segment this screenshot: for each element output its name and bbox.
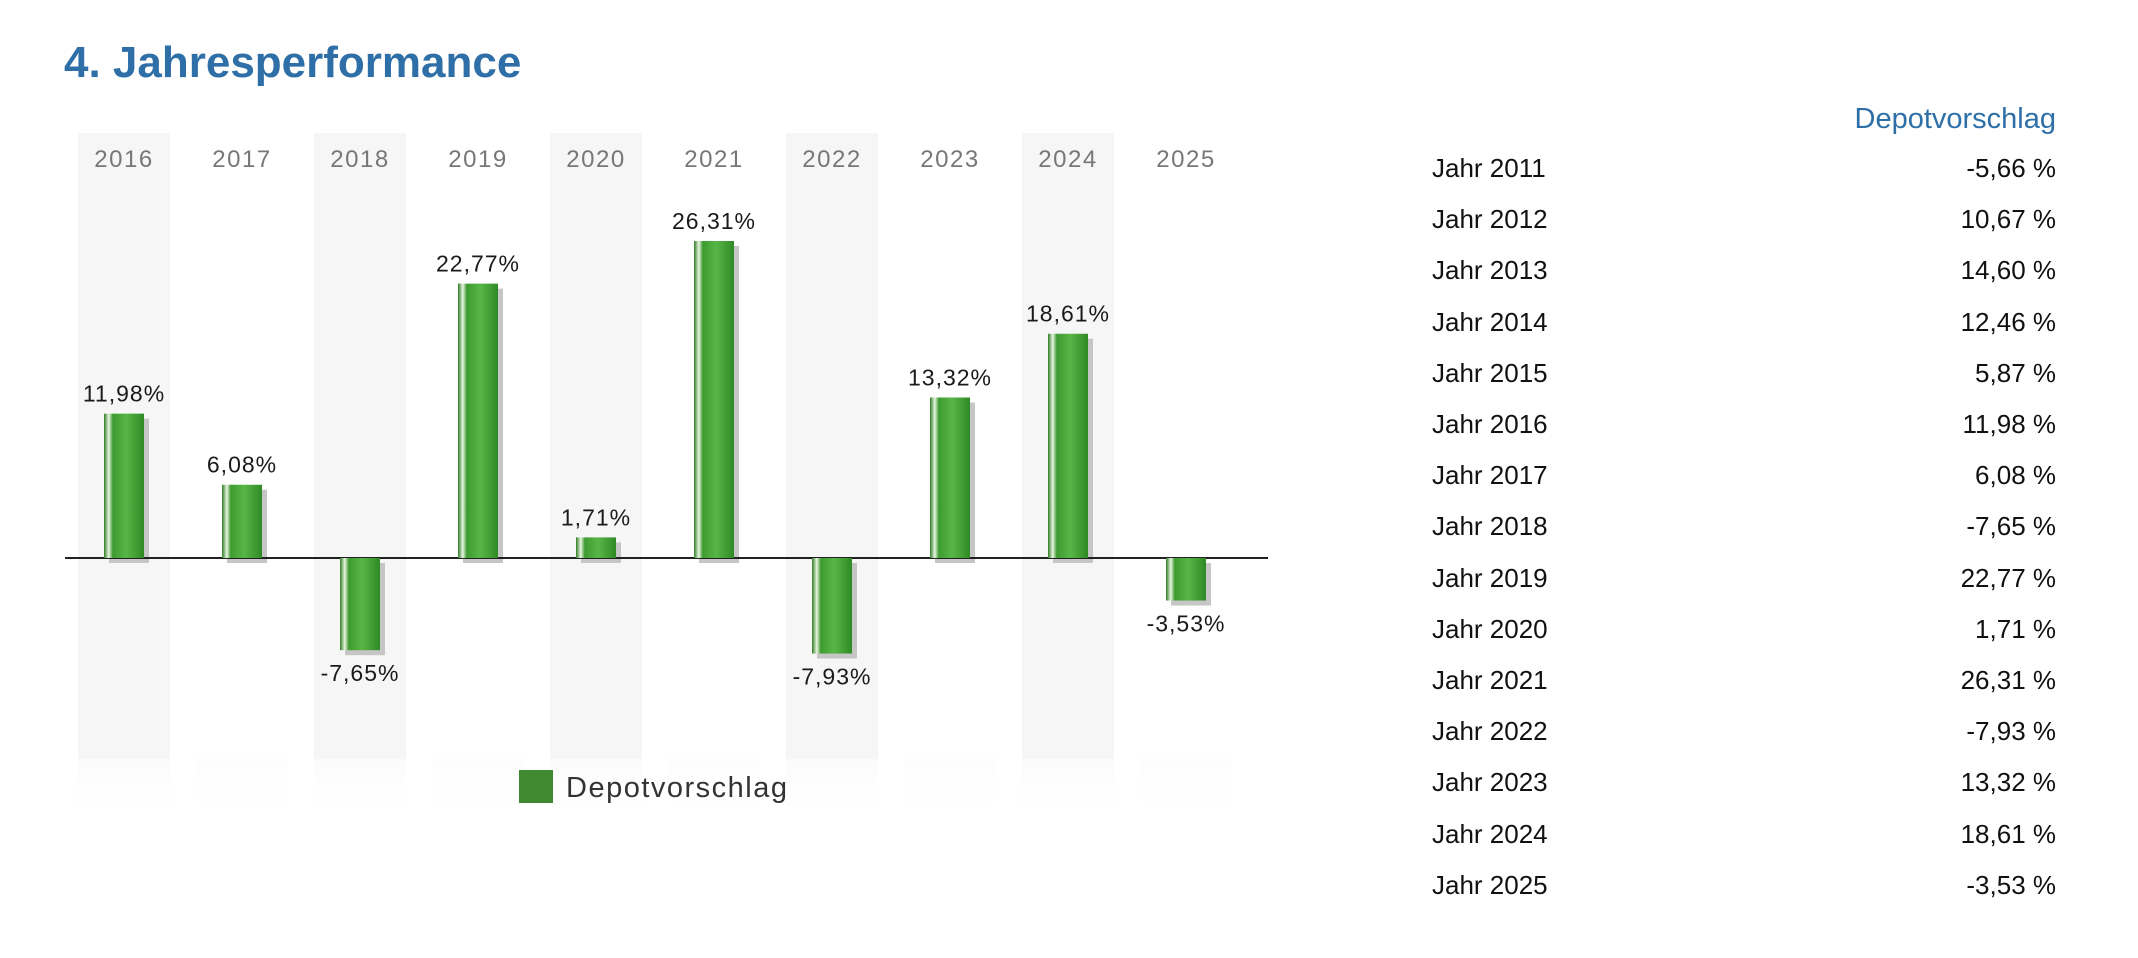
table-header-spacer [1432,103,1660,143]
bar-2016 [104,413,144,558]
table-row-value: 11,98 % [1962,409,2056,440]
column-band-fade [904,759,996,829]
table-row: Jahr 2025 -3,53 % [1432,860,2056,911]
bar-2024 [1048,333,1088,558]
bar-2017 [222,484,262,558]
column-band-fade [786,759,878,829]
bar-2022 [812,558,852,654]
performance-table: Depotvorschlag Jahr 2011 -5,66 % Jahr 2012… [1432,103,2056,911]
data-label: 22,77% [436,251,520,277]
table-row: Jahr 2015 5,87 % [1432,348,2056,399]
table-row-label: Jahr 2011 [1432,153,1546,184]
table-row-value: -7,93 % [1966,716,2056,747]
table-row-label: Jahr 2017 [1432,460,1548,491]
table-header-depotvorschlag: Depotvorschlag [1854,103,2057,135]
bar-2025 [1166,558,1206,601]
x-tick-label: 2018 [330,146,389,173]
column-band-fade [668,759,760,829]
column-band-fade [432,759,524,829]
table-row-label: Jahr 2021 [1432,664,1548,695]
table-row-value: 26,31 % [1960,664,2056,695]
x-tick-label: 2025 [1156,146,1215,173]
table-row-value: 13,32 % [1960,767,2056,798]
table-row-label: Jahr 2015 [1432,357,1548,388]
table-row-label: Jahr 2014 [1432,306,1548,337]
column-band-fade [1022,759,1114,829]
column-band-fade [1140,759,1232,829]
table-row-label: Jahr 2020 [1432,613,1548,644]
column-band-fade [196,759,288,829]
bar-2023 [930,397,970,558]
column-band-fade [550,759,642,829]
table-row: Jahr 2021 26,31 % [1432,655,2056,706]
table-row-value: 6,08 % [1975,460,2056,491]
table-row-label: Jahr 2023 [1432,767,1548,798]
data-label: -7,93% [793,664,872,690]
bar-2018 [340,558,380,651]
legend-label: Depotvorschlag [566,772,789,804]
page-title: 4. Jahresperformance [64,38,522,87]
x-tick-label: 2020 [566,146,625,173]
table-row-value: -5,66 % [1966,153,2056,184]
table-row: Jahr 2022 -7,93 % [1432,706,2056,757]
bar-2020 [576,537,616,558]
data-label: 26,31% [672,208,756,234]
bar-2019 [458,283,498,558]
x-tick-label: 2019 [448,146,507,173]
table-row-label: Jahr 2018 [1432,511,1548,542]
table-row: Jahr 2020 1,71 % [1432,604,2056,655]
data-label: -3,53% [1147,611,1226,637]
x-tick-label: 2024 [1038,146,1097,173]
data-label: 18,61% [1026,301,1110,327]
data-label: 11,98% [83,381,165,407]
table-row-label: Jahr 2012 [1432,204,1548,235]
table-row: Jahr 2024 18,61 % [1432,808,2056,859]
column-band-fade [314,759,406,829]
data-label: -7,65% [321,660,400,686]
column-band [550,133,642,759]
table-row-value: 14,60 % [1960,255,2056,286]
x-tick-label: 2022 [802,146,861,173]
table-row-label: Jahr 2024 [1432,818,1548,849]
legend-swatch [519,770,553,803]
table-row-value: -7,65 % [1966,511,2056,542]
table-row: Jahr 2019 22,77 % [1432,553,2056,604]
table-row-label: Jahr 2016 [1432,409,1548,440]
table-row: Jahr 2013 14,60 % [1432,245,2056,296]
column-band-fade [78,759,170,829]
x-tick-label: 2023 [920,146,979,173]
table-row-value: 1,71 % [1975,613,2056,644]
table-row: Jahr 2018 -7,65 % [1432,501,2056,552]
table-row-value: -3,53 % [1966,869,2056,900]
table-row: Jahr 2016 11,98 % [1432,399,2056,450]
table-row-value: 22,77 % [1960,562,2056,593]
data-label: 1,71% [561,504,631,530]
table-row: Jahr 2023 13,32 % [1432,757,2056,808]
table-row: Jahr 2012 10,67 % [1432,194,2056,245]
table-header-row: Depotvorschlag [1432,103,2057,143]
table-row-value: 18,61 % [1960,818,2056,849]
table-row-label: Jahr 2019 [1432,562,1548,593]
table-row: Jahr 2011 -5,66 % [1432,143,2056,194]
table-row-label: Jahr 2022 [1432,716,1548,747]
table-row-value: 5,87 % [1975,357,2056,388]
x-tick-label: 2016 [94,146,153,173]
table-row: Jahr 2014 12,46 % [1432,297,2056,348]
bar-2021 [694,240,734,558]
x-tick-label: 2021 [684,146,743,173]
table-row-value: 10,67 % [1960,204,2056,235]
table-row-label: Jahr 2025 [1432,869,1548,900]
table-row-label: Jahr 2013 [1432,255,1548,286]
table-row-value: 12,46 % [1960,306,2056,337]
table-row: Jahr 2017 6,08 % [1432,450,2056,501]
annual-performance-chart: 2016 2017 2018 2019 2020 2021 2022 2023 2024 2025… [65,133,1268,829]
data-label: 6,08% [207,452,277,478]
data-label: 13,32% [908,364,992,390]
x-tick-label: 2017 [212,146,271,173]
